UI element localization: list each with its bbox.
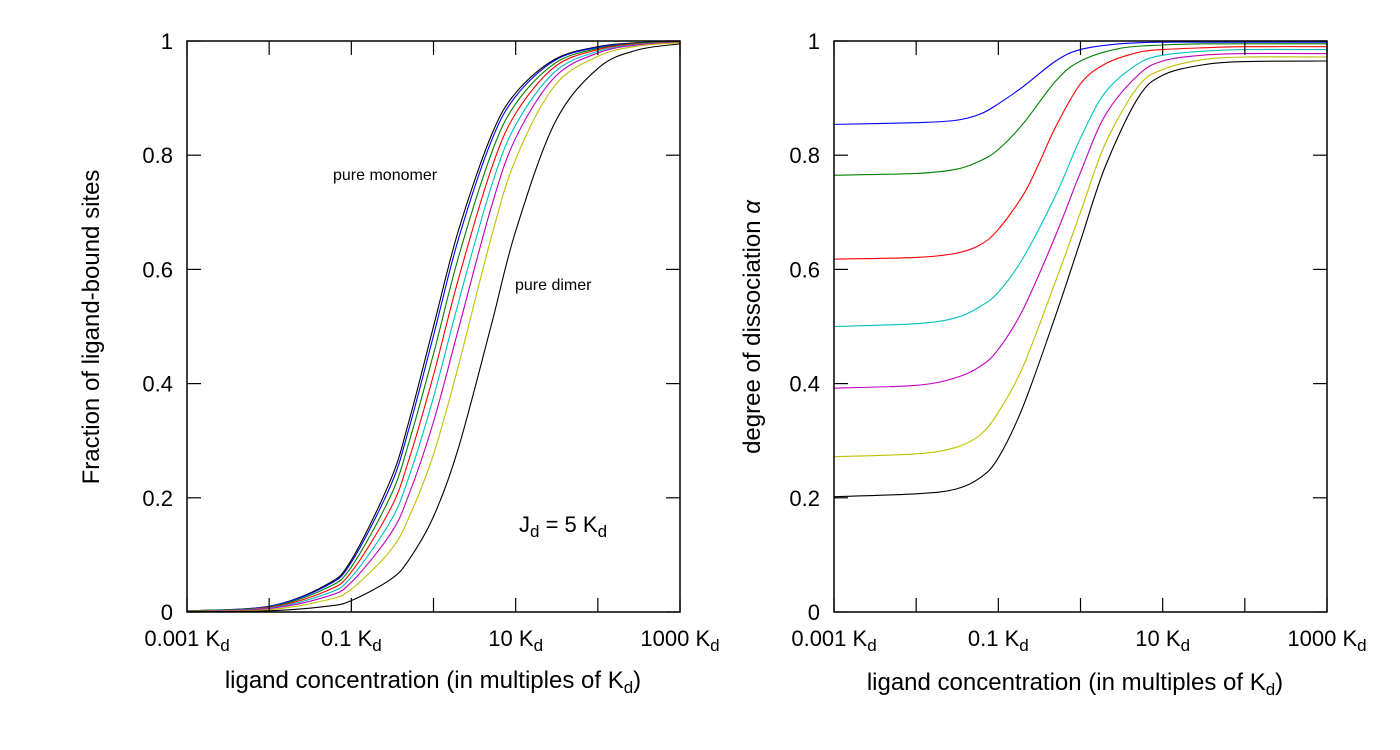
right-x-tick-label: 0.1 Kd — [968, 626, 1029, 655]
left-series-line-1 — [186, 41, 681, 612]
right-series-layer — [833, 41, 1328, 498]
left-x-tick-label: 0.001 Kd — [144, 626, 229, 655]
left-ticks-layer: 0 0.2 0.4 0.6 0.8 1 0.001 Kd 0.1 Kd 10 Kd 1000 Kd — [142, 29, 719, 655]
left-series-line-6 — [186, 41, 681, 612]
right-x-tick-label: 1000 Kd — [1287, 626, 1366, 655]
left-series-line-4 — [186, 41, 681, 612]
left-y-axis-title: Fraction of ligand-bound sites — [78, 170, 105, 485]
right-series-line-3 — [833, 46, 1328, 260]
left-x-tick-label: 10 Kd — [488, 626, 543, 655]
left-y-tick-label: 1 — [161, 29, 173, 54]
right-chart: 0 0.2 0.4 0.6 0.8 1 0.001 Kd 0.1 Kd 10 Kd 1000 Kd… — [739, 29, 1367, 699]
right-x-tick-label: 10 Kd — [1135, 626, 1190, 655]
pure-dimer-label: pure dimer — [515, 277, 592, 294]
left-x-tick-label: 1000 Kd — [640, 626, 719, 655]
left-y-tick-label: 0.6 — [142, 257, 173, 282]
left-series-line-8 — [186, 43, 681, 613]
jd-equation-label: Jd = 5 Kd — [519, 512, 607, 541]
right-series-line-5 — [833, 52, 1328, 389]
left-x-axis-title: ligand concentration (in multiples of Kd… — [225, 667, 641, 697]
left-x-tick-label: 0.1 Kd — [321, 626, 382, 655]
right-y-tick-label: 0 — [808, 600, 820, 625]
left-y-tick-label: 0.4 — [142, 372, 173, 397]
left-plot-frame — [186, 40, 681, 613]
right-y-tick-label: 0.6 — [789, 257, 820, 282]
right-series-line-7 — [833, 60, 1328, 498]
left-series-line-2 — [186, 41, 681, 612]
left-series-line-5 — [186, 41, 681, 612]
right-y-axis-title: degree of dissociation α — [739, 199, 766, 454]
left-y-tick-label: 0 — [161, 600, 173, 625]
right-series-line-4 — [833, 48, 1328, 328]
left-series-layer — [186, 41, 681, 613]
pure-monomer-label: pure monomer — [333, 167, 438, 184]
right-series-line-1 — [833, 41, 1327, 125]
right-series-line-2 — [833, 43, 1327, 176]
right-y-tick-label: 0.4 — [789, 372, 820, 397]
right-y-tick-label: 1 — [808, 29, 820, 54]
right-y-tick-label: 0.8 — [789, 143, 820, 168]
right-series-line-6 — [833, 56, 1328, 458]
right-ticks-layer: 0 0.2 0.4 0.6 0.8 1 0.001 Kd 0.1 Kd 10 Kd 1000 Kd — [789, 29, 1366, 655]
left-chart: 0 0.2 0.4 0.6 0.8 1 0.001 Kd 0.1 Kd 10 Kd 1000 Kd… — [78, 29, 720, 697]
right-x-axis-title: ligand concentration (in multiples of Kd… — [867, 669, 1283, 699]
left-series-line-3 — [186, 41, 681, 612]
right-plot-frame — [833, 40, 1328, 613]
right-y-tick-label: 0.2 — [789, 486, 820, 511]
left-series-line-7 — [186, 42, 681, 612]
right-x-tick-label: 0.001 Kd — [791, 626, 876, 655]
left-y-tick-label: 0.8 — [142, 143, 173, 168]
left-y-tick-label: 0.2 — [142, 486, 173, 511]
